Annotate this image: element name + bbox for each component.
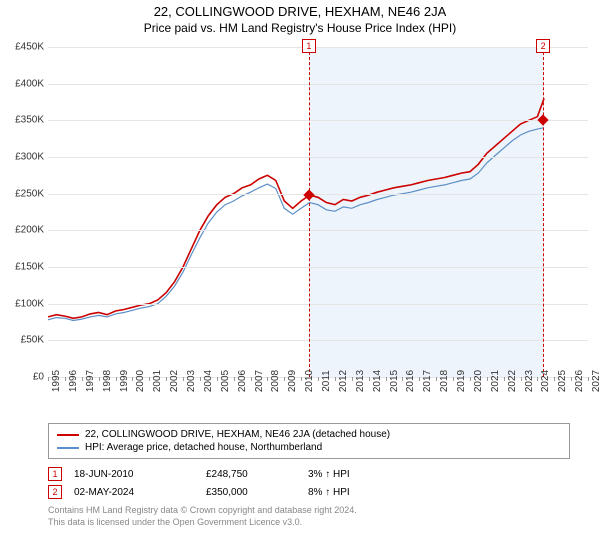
x-axis-label: 1996 — [68, 370, 79, 392]
x-axis-label: 2017 — [422, 370, 433, 392]
legend-label: 22, COLLINGWOOD DRIVE, HEXHAM, NE46 2JA … — [85, 429, 390, 440]
x-axis-label: 2022 — [507, 370, 518, 392]
x-axis-label: 2001 — [152, 370, 163, 392]
x-axis-label: 2000 — [135, 370, 146, 392]
y-axis-label: £250K — [0, 188, 44, 199]
y-axis-label: £200K — [0, 225, 44, 236]
footer-line: This data is licensed under the Open Gov… — [48, 517, 570, 529]
x-axis-label: 1997 — [85, 370, 96, 392]
sale-row: 2 02-MAY-2024 £350,000 8% ↑ HPI — [48, 483, 570, 501]
x-axis-label: 2024 — [540, 370, 551, 392]
sale-marker-icon: 1 — [48, 467, 62, 481]
x-axis-label: 2019 — [456, 370, 467, 392]
legend-item: 22, COLLINGWOOD DRIVE, HEXHAM, NE46 2JA … — [57, 428, 561, 441]
x-axis-label: 2011 — [321, 370, 332, 392]
y-axis-label: £350K — [0, 115, 44, 126]
sales-table: 1 18-JUN-2010 £248,750 3% ↑ HPI 2 02-MAY… — [48, 465, 570, 501]
sale-price: £248,750 — [206, 469, 296, 480]
x-axis-label: 2008 — [270, 370, 281, 392]
footer-attribution: Contains HM Land Registry data © Crown c… — [48, 505, 570, 528]
x-axis-label: 2010 — [304, 370, 315, 392]
y-axis-label: £400K — [0, 78, 44, 89]
sale-date: 18-JUN-2010 — [74, 469, 194, 480]
x-axis-label: 1995 — [51, 370, 62, 392]
x-axis-label: 2002 — [169, 370, 180, 392]
sale-pct: 3% ↑ HPI — [308, 469, 418, 480]
footer-line: Contains HM Land Registry data © Crown c… — [48, 505, 570, 517]
x-axis-label: 2018 — [439, 370, 450, 392]
x-axis-label: 2014 — [372, 370, 383, 392]
x-axis-label: 1998 — [102, 370, 113, 392]
legend-label: HPI: Average price, detached house, Nort… — [85, 442, 322, 453]
x-axis-label: 2007 — [254, 370, 265, 392]
sale-row: 1 18-JUN-2010 £248,750 3% ↑ HPI — [48, 465, 570, 483]
sale-price: £350,000 — [206, 487, 296, 498]
y-axis-label: £450K — [0, 42, 44, 53]
x-axis-label: 2020 — [473, 370, 484, 392]
y-axis-label: £0 — [0, 372, 44, 383]
x-axis-label: 2012 — [338, 370, 349, 392]
sale-marker-icon: 2 — [48, 485, 62, 499]
y-axis-label: £50K — [0, 335, 44, 346]
legend: 22, COLLINGWOOD DRIVE, HEXHAM, NE46 2JA … — [48, 423, 570, 459]
sale-pct: 8% ↑ HPI — [308, 487, 418, 498]
x-axis-label: 2004 — [203, 370, 214, 392]
chart-area: 12 £0£50K£100K£150K£200K£250K£300K£350K£… — [0, 39, 600, 419]
x-axis-label: 2016 — [405, 370, 416, 392]
x-axis-label: 2003 — [186, 370, 197, 392]
y-axis-label: £150K — [0, 262, 44, 273]
plot-area: 12 — [48, 47, 588, 377]
page-title: 22, COLLINGWOOD DRIVE, HEXHAM, NE46 2JA — [0, 0, 600, 19]
x-axis-label: 2006 — [237, 370, 248, 392]
y-axis-label: £300K — [0, 152, 44, 163]
line-series-svg — [48, 47, 588, 377]
sale-marker-icon: 2 — [536, 39, 550, 53]
x-axis-label: 1999 — [119, 370, 130, 392]
x-axis-label: 2015 — [389, 370, 400, 392]
x-axis-label: 2025 — [557, 370, 568, 392]
x-axis-label: 2026 — [574, 370, 585, 392]
x-axis-label: 2023 — [524, 370, 535, 392]
x-axis-label: 2027 — [591, 370, 600, 392]
sale-date: 02-MAY-2024 — [74, 487, 194, 498]
x-axis-label: 2009 — [287, 370, 298, 392]
page-subtitle: Price paid vs. HM Land Registry's House … — [0, 19, 600, 39]
x-axis-label: 2005 — [220, 370, 231, 392]
legend-item: HPI: Average price, detached house, Nort… — [57, 441, 561, 454]
y-axis-label: £100K — [0, 298, 44, 309]
x-axis-label: 2021 — [490, 370, 501, 392]
x-axis-label: 2013 — [355, 370, 366, 392]
legend-swatch — [57, 447, 79, 449]
sale-marker-icon: 1 — [302, 39, 316, 53]
chart-container: 22, COLLINGWOOD DRIVE, HEXHAM, NE46 2JA … — [0, 0, 600, 560]
legend-swatch — [57, 434, 79, 436]
